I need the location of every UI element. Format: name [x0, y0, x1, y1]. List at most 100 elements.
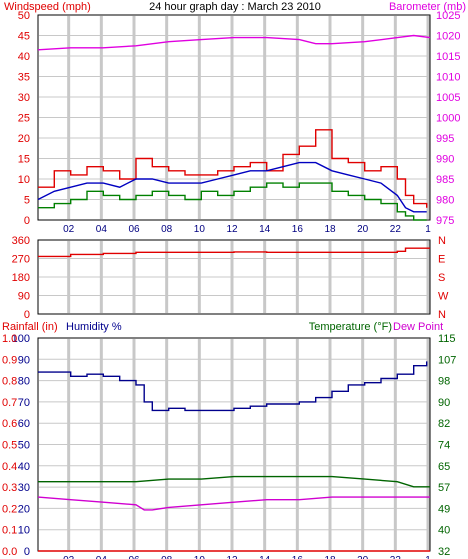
x-tick-label: 04 — [96, 224, 108, 235]
y-tick-label-rainfall: 0.2 — [2, 503, 17, 515]
x-tick-label: 12 — [226, 555, 238, 559]
barometer-line — [37, 34, 431, 51]
y-tick-label-windspeed: 10 — [18, 174, 30, 186]
y2-tick-label-temperature: 49 — [438, 503, 450, 515]
x-tick-label: 22 — [390, 555, 402, 559]
y-tick-label-humidity: 0 — [24, 546, 30, 558]
y-tick-label-direction: 0 — [24, 309, 30, 321]
x-tick-label: 06 — [128, 555, 140, 559]
y-tick-label-rainfall: 0.0 — [2, 546, 17, 558]
x-tick-label: 16 — [292, 224, 304, 235]
y-tick-label-humidity: 60 — [18, 418, 30, 430]
temperature-line — [38, 475, 430, 488]
y2-tick-label-compass: N — [438, 235, 446, 247]
y-tick-label-humidity: 20 — [18, 503, 30, 515]
y-tick-label-windspeed: 5 — [24, 195, 30, 207]
x-tick-label: 22 — [390, 224, 402, 235]
y-tick-label-rainfall: 0.7 — [2, 397, 17, 409]
y-tick-label-direction: 360 — [12, 235, 30, 247]
y2-tick-label-temperature: 65 — [438, 461, 450, 473]
y2-tick-label-compass: W — [438, 291, 449, 303]
x-tick-label: 18 — [324, 224, 336, 235]
y2-tick-label-temperature: 57 — [438, 482, 450, 494]
y-tick-label-windspeed: 40 — [18, 51, 30, 63]
y2-tick-label-compass: N — [438, 309, 446, 321]
x-tick-label: 12 — [226, 224, 238, 235]
x-tick-label: 10 — [194, 555, 206, 559]
wind-low-line — [38, 182, 427, 221]
y-axis-label-rainfall: Rainfall (in) — [2, 321, 58, 333]
y-tick-label-humidity: 100 — [12, 333, 30, 345]
chart-title: 24 hour graph day : March 23 2010 — [149, 1, 321, 13]
wind-gust-line — [38, 129, 428, 208]
y-tick-label-rainfall: 0.5 — [2, 440, 17, 452]
x-tick-label: 10 — [194, 224, 206, 235]
y-tick-label-rainfall: 0.1 — [2, 525, 17, 537]
y2-tick-label-temperature: 90 — [438, 397, 450, 409]
x-tick-label: 14 — [259, 555, 271, 559]
y2-tick-label-compass: S — [438, 272, 445, 284]
y-tick-label-humidity: 90 — [18, 354, 30, 366]
y-tick-label-humidity: 40 — [18, 461, 30, 473]
y-tick-label-humidity: 30 — [18, 482, 30, 494]
y2-tick-label-temperature: 82 — [438, 418, 450, 430]
y2-tick-label-compass: E — [438, 254, 445, 266]
y2-tick-label-temperature: 98 — [438, 376, 450, 388]
y2-axis-label-barometer: Barometer (mb) — [389, 1, 466, 13]
y-tick-label-windspeed: 35 — [18, 72, 30, 84]
y-tick-label-rainfall: 1.0 — [2, 333, 17, 345]
dewpoint-line — [37, 496, 430, 511]
x-tick-label: 04 — [96, 555, 108, 559]
x-tick-label: 08 — [161, 555, 173, 559]
y2-tick-label-barometer: 1010 — [436, 72, 460, 84]
y-tick-label-windspeed: 30 — [18, 92, 30, 104]
y-tick-label-humidity: 80 — [18, 376, 30, 388]
x-tick-label: 20 — [357, 224, 369, 235]
y2-tick-label-barometer: 990 — [436, 154, 454, 166]
y-tick-label-windspeed: 15 — [18, 154, 30, 166]
x-tick-label: 14 — [259, 224, 271, 235]
x-tick-label: 02 — [63, 555, 75, 559]
y-tick-label-windspeed: 0 — [24, 215, 30, 227]
y-tick-label-direction: 180 — [12, 272, 30, 284]
y2-tick-label-barometer: 1005 — [436, 92, 460, 104]
x-tick-label: 1 — [425, 555, 431, 559]
x-tick-label: 06 — [128, 224, 140, 235]
y-tick-label-humidity: 10 — [18, 525, 30, 537]
y-tick-label-rainfall: 0.4 — [2, 461, 17, 473]
y-tick-label-humidity: 50 — [18, 440, 30, 452]
y2-tick-label-barometer: 1015 — [436, 51, 460, 63]
y2-axis-label-temperature: Temperature (°F) — [309, 321, 392, 333]
y2-tick-label-barometer: 985 — [436, 174, 454, 186]
y-tick-label-windspeed: 50 — [18, 10, 30, 22]
x-tick-label: 16 — [292, 555, 304, 559]
y-tick-label-direction: 270 — [12, 254, 30, 266]
y-tick-label-windspeed: 45 — [18, 31, 30, 43]
x-tick-label: 18 — [324, 555, 336, 559]
y-axis-label-humidity: Humidity % — [66, 321, 122, 333]
y2-tick-label-temperature: 107 — [438, 354, 456, 366]
y2-axis-label-dewpoint: Dew Point — [393, 321, 443, 333]
y2-tick-label-barometer: 980 — [436, 195, 454, 207]
y2-tick-label-temperature: 115 — [438, 333, 456, 345]
y2-tick-label-temperature: 40 — [438, 525, 450, 537]
y2-tick-label-temperature: 74 — [438, 440, 450, 452]
x-tick-label: 08 — [161, 224, 173, 235]
y-tick-label-humidity: 70 — [18, 397, 30, 409]
y-tick-label-windspeed: 25 — [18, 113, 30, 125]
x-tick-label: 20 — [357, 555, 369, 559]
y-axis-label-windspeed: Windspeed (mph) — [4, 1, 91, 13]
y2-tick-label-barometer: 1020 — [436, 31, 460, 43]
y-tick-label-windspeed: 20 — [18, 133, 30, 145]
y2-tick-label-barometer: 1000 — [436, 113, 460, 125]
wind-average-line — [37, 161, 427, 213]
y-tick-label-rainfall: 0.8 — [2, 376, 17, 388]
y-tick-label-direction: 90 — [18, 291, 30, 303]
x-tick-label: 02 — [63, 224, 75, 235]
x-tick-label: 1 — [425, 224, 431, 235]
y2-tick-label-barometer: 995 — [436, 133, 454, 145]
y-tick-label-rainfall: 0.3 — [2, 482, 17, 494]
y2-tick-label-temperature: 32 — [438, 546, 450, 558]
y2-tick-label-barometer: 975 — [436, 215, 454, 227]
y-tick-label-rainfall: 0.9 — [2, 354, 17, 366]
